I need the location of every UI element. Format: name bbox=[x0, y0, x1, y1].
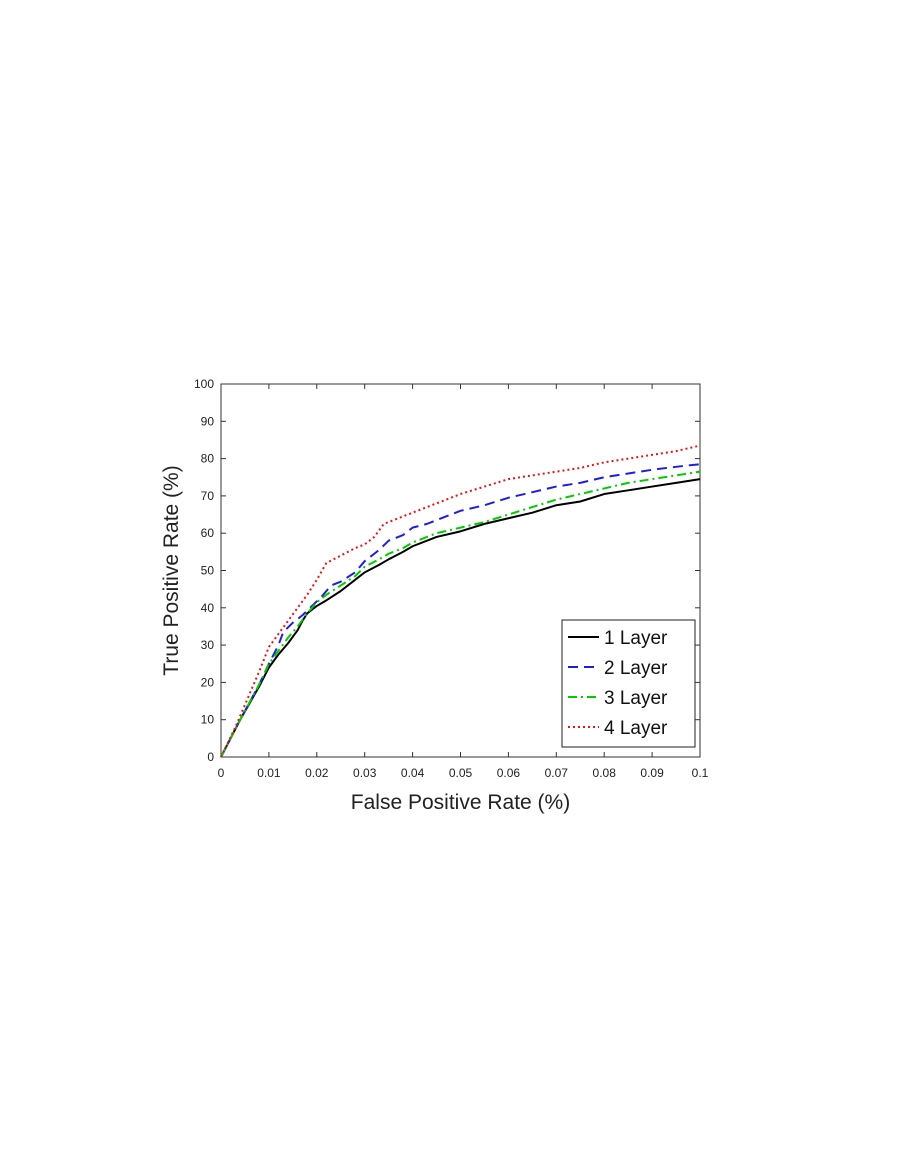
x-tick-label: 0.04 bbox=[401, 766, 425, 780]
legend-label-4: 4 Layer bbox=[604, 718, 668, 739]
y-tick-label: 90 bbox=[201, 414, 215, 428]
series-lines bbox=[220, 444, 701, 758]
legend: 1 Layer 2 Layer 3 Layer 4 Layer bbox=[561, 619, 696, 748]
x-tick-label: 0.08 bbox=[593, 766, 617, 780]
y-tick-label: 50 bbox=[201, 564, 215, 578]
x-tick-label: 0.07 bbox=[545, 766, 569, 780]
legend-box bbox=[561, 619, 696, 748]
x-tick-label: 0.06 bbox=[497, 766, 521, 780]
y-tick-label: 40 bbox=[201, 601, 215, 615]
y-axis-title: True Positive Rate (%) bbox=[160, 465, 183, 675]
series-line-1 bbox=[220, 478, 701, 758]
legend-label-1: 1 Layer bbox=[604, 628, 668, 649]
y-tick-label: 60 bbox=[201, 526, 215, 540]
y-tick-label: 30 bbox=[201, 638, 215, 652]
x-tick-label: 0.02 bbox=[305, 766, 329, 780]
y-tick-label: 20 bbox=[201, 675, 215, 689]
legend-label-2: 2 Layer bbox=[604, 658, 668, 679]
series-line-2 bbox=[220, 463, 701, 758]
y-tick-label: 10 bbox=[201, 713, 215, 727]
series-line-4 bbox=[220, 444, 701, 758]
y-tick-label: 80 bbox=[201, 452, 215, 466]
y-tick-label: 100 bbox=[194, 377, 214, 391]
x-axis-title: False Positive Rate (%) bbox=[351, 791, 570, 814]
legend-label-3: 3 Layer bbox=[604, 688, 668, 709]
y-tick-label: 0 bbox=[207, 750, 214, 764]
x-tick-label: 0.09 bbox=[640, 766, 664, 780]
x-tick-label: 0.01 bbox=[257, 766, 281, 780]
x-tick-label: 0.03 bbox=[353, 766, 377, 780]
x-tick-label: 0.1 bbox=[692, 766, 709, 780]
x-tick-label: 0 bbox=[218, 766, 225, 780]
y-tick-label: 70 bbox=[201, 489, 215, 503]
x-tick-label: 0.05 bbox=[449, 766, 473, 780]
series-line-3 bbox=[220, 470, 701, 758]
plot-area-group: 0 0.01 0.02 0.03 0.04 0.05 0.06 0.07 0.08 0.09 0.1… bbox=[194, 377, 709, 780]
axis-ticks: 0 0.01 0.02 0.03 0.04 0.05 0.06 0.07 0.08 0.09 0.1… bbox=[194, 377, 709, 780]
